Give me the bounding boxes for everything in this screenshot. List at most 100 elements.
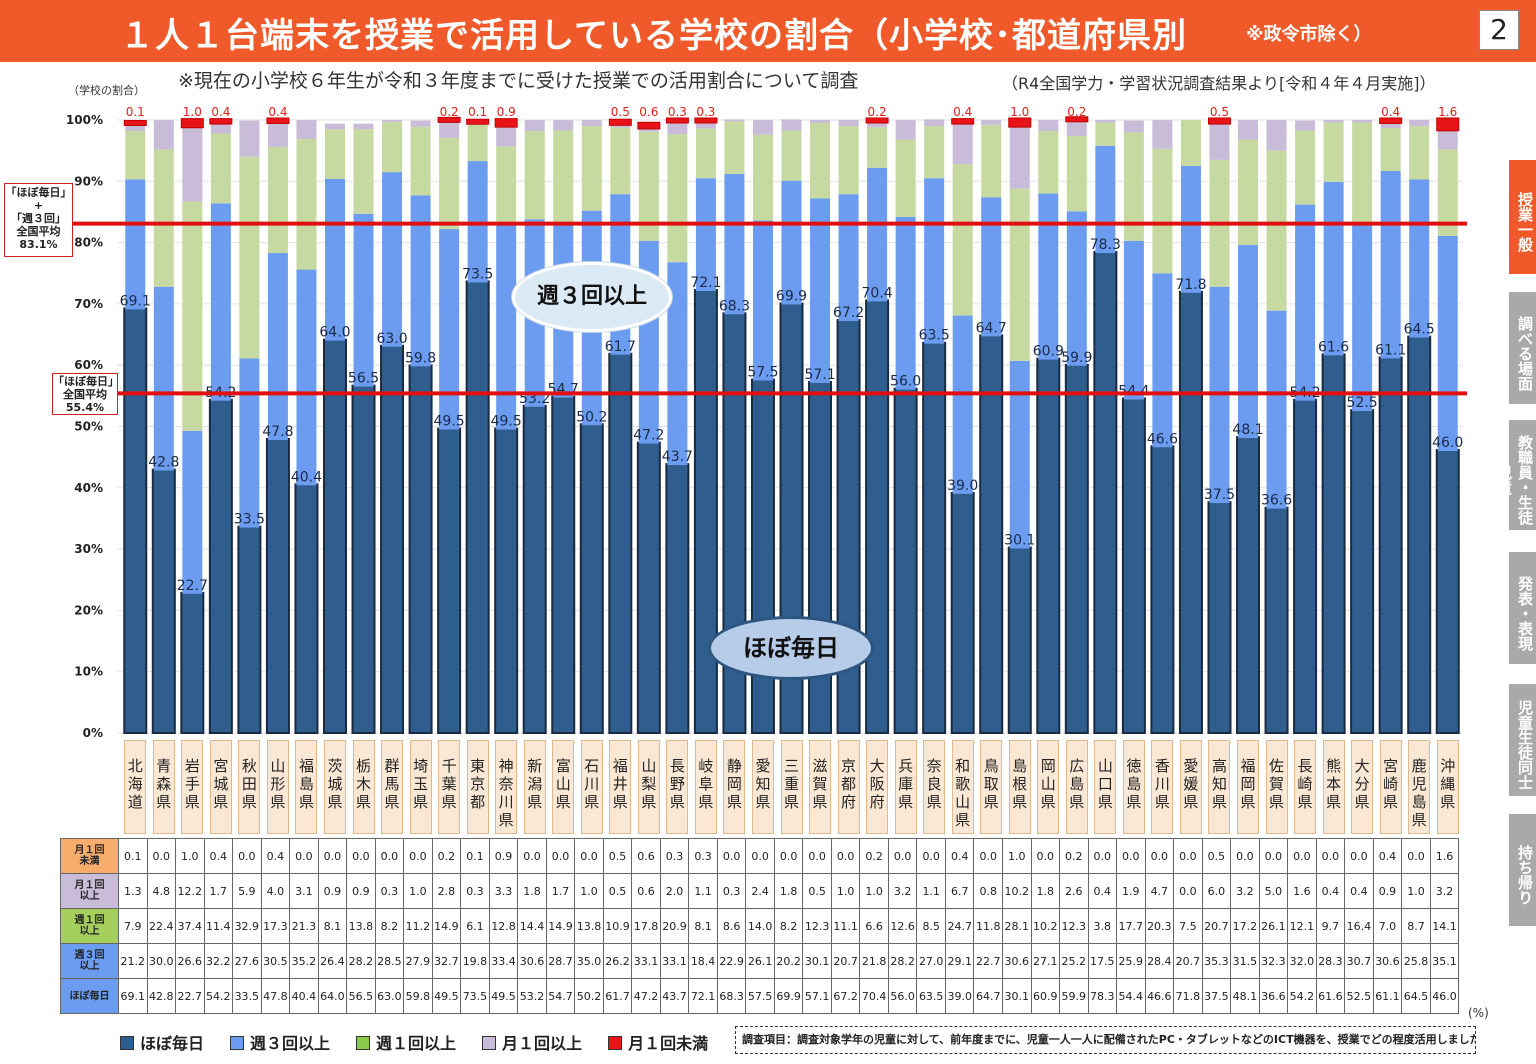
side-tab[interactable]: 発表・表現	[1509, 552, 1536, 664]
side-tab[interactable]: 持ち帰り	[1509, 814, 1536, 926]
data-label-daily: 47.2	[633, 428, 664, 444]
table-cell: 17.8	[631, 908, 661, 944]
bar-segment-2	[752, 134, 773, 221]
table-cell: 54.4	[1116, 978, 1146, 1014]
table-cell: 28.5	[374, 943, 405, 979]
data-label-under-monthly: 1.0	[1010, 105, 1029, 119]
bar-segment-3	[1352, 120, 1373, 123]
table-cell: 3.1	[289, 873, 319, 909]
bar-daily	[1150, 445, 1175, 734]
bar-segment-2	[239, 156, 260, 359]
bar-segment-1	[781, 180, 802, 305]
table-row: 週１回 以上 7.9 22.4 37.4 11.4 32.9 17.3 21.3 8.1 13.8 8…	[60, 908, 1460, 944]
table-cell: 22.7	[175, 978, 205, 1014]
data-label-daily: 63.5	[919, 328, 950, 344]
table-cell: 20.9	[659, 908, 690, 944]
x-tick-label: 埼玉県	[409, 740, 432, 834]
table-cell: 0.0	[1173, 873, 1203, 909]
bar-segment-2	[1066, 135, 1087, 212]
bar-segment-1	[1038, 193, 1059, 360]
data-label-daily: 70.4	[862, 285, 893, 301]
bar-segment-2	[524, 131, 545, 220]
table-cell: 33.5	[232, 978, 262, 1014]
bar-segment-3	[410, 120, 431, 127]
reference-lines-layer	[73, 221, 1467, 396]
data-label-under-monthly: 0.3	[668, 105, 687, 119]
bar-segment-3	[353, 123, 374, 130]
table-cell: 0.3	[374, 873, 405, 909]
data-label-daily: 71.8	[1175, 277, 1206, 293]
avg-box-high-line3: 「週３回」	[11, 212, 66, 225]
table-cell: 70.4	[859, 978, 889, 1014]
table-cell: 20.7	[1173, 943, 1203, 979]
table-cell: 7.0	[1372, 908, 1403, 944]
x-tick-label: 山形県	[266, 740, 289, 834]
bar-daily	[1007, 546, 1032, 734]
side-tab[interactable]: 児童生徒同士	[1509, 684, 1536, 796]
table-cell: 3.2	[1429, 873, 1460, 909]
bar-segment-3	[1123, 120, 1144, 133]
x-tick-label: 広島県	[1065, 740, 1088, 834]
bar-daily	[1207, 501, 1232, 734]
data-label-daily: 33.5	[234, 512, 265, 528]
bar-segment-3	[524, 120, 545, 132]
table-cell: 20.2	[773, 943, 804, 979]
table-cell: 30.6	[1372, 943, 1403, 979]
table-cell: 16.4	[1344, 908, 1374, 944]
table-cell: 8.5	[916, 908, 946, 944]
table-cell: 0.0	[1144, 838, 1175, 874]
prefecture-label-row: 北海道 青森県 岩手県 宮城県 秋田県 山形県 福島県 茨城県 栃木県 群馬県 埼玉県 千葉県 東京都神…	[0, 740, 1536, 836]
x-tick-label: 岐阜県	[694, 740, 717, 834]
x-tick-label: 福岡県	[1237, 740, 1259, 834]
data-label-daily: 57.5	[747, 365, 778, 381]
x-tick-label: 静岡県	[723, 740, 746, 834]
table-cell: 17.7	[1116, 908, 1146, 944]
table-cell: 0.9	[1372, 873, 1403, 909]
x-tick-label: 北海道	[124, 740, 147, 834]
bar-segment-2	[267, 146, 288, 254]
bar-segment-2	[496, 146, 517, 225]
avg-box-high-line1: 「ほぼ毎日」	[5, 186, 72, 199]
side-tab[interactable]: 教職員・生徒児童	[1495, 420, 1536, 530]
bar-segment-3	[382, 120, 403, 122]
table-cell: 13.8	[346, 908, 376, 944]
table-cell: 0.0	[1173, 838, 1203, 874]
bar-daily	[1435, 449, 1460, 734]
legend-item: ほぼ毎日	[120, 1030, 204, 1054]
percent-unit: (%)	[1468, 1006, 1489, 1020]
bar-daily	[750, 378, 775, 734]
table-cell: 47.8	[260, 978, 291, 1014]
bar-segment-3	[1409, 120, 1430, 127]
table-cell: 0.6	[631, 838, 661, 874]
table-cell: 1.0	[574, 873, 604, 909]
table-cell: 0.3	[716, 873, 747, 909]
table-cell: 11.1	[830, 908, 861, 944]
table-cell: 12.3	[802, 908, 832, 944]
table-cell: 11.8	[973, 908, 1003, 944]
bar-daily	[1407, 335, 1432, 734]
bar-segment-1	[1352, 222, 1373, 412]
bar-daily	[922, 341, 947, 734]
bar-segment-2	[781, 130, 802, 181]
bar-segment-1	[952, 315, 973, 494]
table-cell: 33.4	[488, 943, 519, 979]
table-cell: 14.9	[545, 908, 576, 944]
data-label-under-monthly: 0.4	[953, 105, 972, 119]
bar-segment-2	[1152, 148, 1173, 274]
data-label-daily: 46.6	[1147, 431, 1178, 447]
table-cell: 0.0	[317, 838, 348, 874]
side-tab[interactable]: 授業一般	[1509, 160, 1536, 274]
bar-segment-3	[1238, 120, 1259, 140]
table-cell: 5.9	[232, 873, 262, 909]
x-tick-label: 青森県	[152, 740, 175, 834]
table-cell: 11.4	[203, 908, 234, 944]
side-tab[interactable]: 調べる場面	[1509, 292, 1536, 404]
avg-box-daily: 「ほぼ毎日」 全国平均 55.4%	[52, 373, 119, 415]
y-tick-label: 20%	[74, 603, 103, 617]
bar-under-monthly	[865, 117, 889, 124]
legend-item: 週３回以上	[230, 1030, 330, 1054]
table-cell: 0.0	[146, 838, 177, 874]
table-cell: 0.2	[1059, 838, 1089, 874]
table-cell: 69.1	[118, 978, 148, 1014]
x-tick-label: 山梨県	[637, 740, 660, 834]
